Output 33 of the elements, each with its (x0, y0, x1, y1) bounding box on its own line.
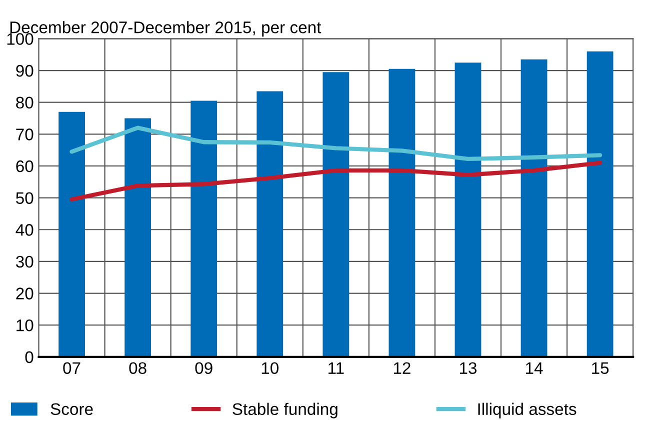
y-tick-label: 20 (16, 288, 34, 300)
y-tick-label: 80 (16, 96, 34, 109)
line-series (70, 126, 602, 162)
x-tick-label: 15 (592, 362, 609, 374)
x-tick-label: 12 (394, 362, 410, 374)
y-tick-label: 60 (16, 160, 34, 172)
bar (190, 100, 218, 357)
bar (124, 118, 152, 357)
bar (586, 51, 614, 357)
bar (454, 62, 482, 357)
legend-label: Stable funding (232, 402, 338, 418)
y-tick-label: 30 (16, 256, 34, 268)
x-tick-label: 13 (460, 362, 477, 374)
y-tick-label: 10 (16, 319, 34, 332)
line-series (70, 160, 602, 202)
y-tick-label: 0 (25, 351, 34, 364)
bar (388, 68, 416, 357)
x-tick-label: 07 (63, 362, 80, 374)
y-tick-label: 70 (16, 128, 34, 140)
legend-label: Score (50, 403, 93, 416)
x-tick-label: 11 (328, 362, 344, 374)
y-tick-label: 50 (16, 192, 34, 204)
x-tick-label: 08 (129, 362, 146, 374)
y-tick-label: 90 (16, 64, 34, 77)
legend-label: Illiquid assets (478, 402, 576, 418)
x-tick-label: 09 (195, 362, 212, 374)
x-tick-label: 14 (526, 362, 543, 374)
bar (256, 91, 284, 357)
bar (520, 59, 548, 357)
y-tick-label: 40 (16, 224, 34, 236)
x-tick-label: 10 (262, 362, 279, 374)
bar (322, 72, 350, 357)
bar (58, 112, 85, 357)
